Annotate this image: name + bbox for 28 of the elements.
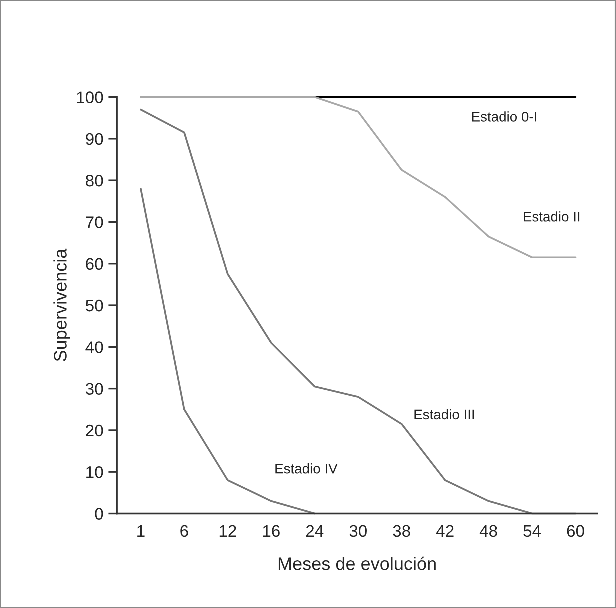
y-tick-label: 70 xyxy=(86,216,104,228)
x-tick-label: 60 xyxy=(567,525,584,538)
x-tick-label: 48 xyxy=(480,525,498,538)
y-tick-label: 30 xyxy=(86,383,104,396)
y-tick-label: 10 xyxy=(86,466,104,478)
y-tick-label: 80 xyxy=(86,174,104,187)
x-tick-label: 6 xyxy=(180,525,188,538)
x-tick-label: 12 xyxy=(220,525,236,537)
y-tick-label: 60 xyxy=(86,258,104,270)
x-tick-label: 16 xyxy=(263,525,280,538)
y-tick-label: 0 xyxy=(95,508,104,520)
x-tick-label: 24 xyxy=(306,525,324,537)
x-tick-label: 1 xyxy=(138,525,145,537)
text: Estadio II xyxy=(524,212,580,222)
series-label: Estadio 0-I xyxy=(472,112,536,122)
x-tick-label: 54 xyxy=(524,525,542,538)
series-label: Estadio III xyxy=(414,409,474,420)
y-tick-label: 90 xyxy=(86,133,104,146)
y-tick-label: 40 xyxy=(86,342,104,354)
x-axis-title: Meses de evolución xyxy=(278,556,436,570)
x-tick-label: 42 xyxy=(436,525,454,537)
series-label: Estadio IV xyxy=(276,464,338,474)
y-tick-label: 20 xyxy=(86,424,104,437)
y-tick-label: 50 xyxy=(86,300,104,312)
x-tick-label: 38 xyxy=(393,525,410,538)
x-tick-label: 30 xyxy=(350,525,367,538)
y-axis-title: Supervivencia xyxy=(54,248,70,362)
y-tick-label: 100 xyxy=(77,92,104,104)
